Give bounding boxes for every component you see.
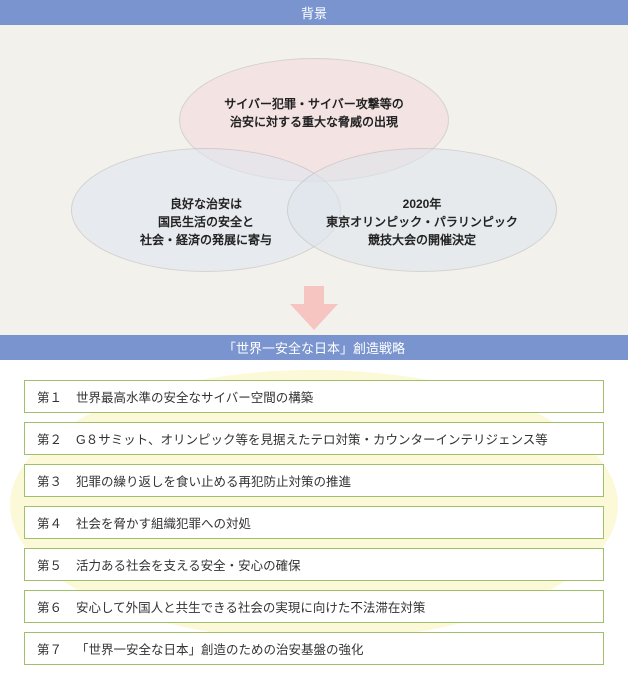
strategy-item-number: 第６ (37, 597, 62, 616)
venn-ellipse-label: 2020年 東京オリンピック・パラリンピック 競技大会の開催決定 (292, 195, 552, 249)
strategy-item-number: 第４ (37, 513, 62, 532)
strategy-item: 第７ 「世界一安全な日本」創造のための治安基盤の強化 (24, 632, 604, 665)
strategy-item-text: 安心して外国人と共生できる社会の実現に向けた不法滞在対策 (76, 597, 591, 616)
strategy-item: 第２ G８サミット、オリンピック等を見据えたテロ対策・カウンターインテリジェンス等 (24, 422, 604, 455)
strategy-item-text: G８サミット、オリンピック等を見据えたテロ対策・カウンターインテリジェンス等 (76, 429, 591, 448)
strategy-item: 第１ 世界最高水準の安全なサイバー空間の構築 (24, 380, 604, 413)
strategy-item: 第５ 活力ある社会を支える安全・安心の確保 (24, 548, 604, 581)
strategy-item-number: 第１ (37, 387, 62, 406)
strategy-item: 第３ 犯罪の繰り返しを食い止める再犯防止対策の推進 (24, 464, 604, 497)
strategy-item-number: 第７ (37, 639, 62, 658)
strategy-item-number: 第２ (37, 429, 62, 448)
strategy-item-text: 犯罪の繰り返しを食い止める再犯防止対策の推進 (76, 471, 591, 490)
strategy-header: 「世界一安全な日本」創造戦略 (0, 335, 628, 360)
strategy-item-number: 第５ (37, 555, 62, 574)
strategy-item: 第６ 安心して外国人と共生できる社会の実現に向けた不法滞在対策 (24, 590, 604, 623)
strategy-item-text: 「世界一安全な日本」創造のための治安基盤の強化 (76, 639, 591, 658)
strategy-item-text: 社会を脅かす組織犯罪への対処 (76, 513, 591, 532)
strategy-items: 第１ 世界最高水準の安全なサイバー空間の構築第２ G８サミット、オリンピック等を見据… (0, 360, 628, 684)
venn-diagram: サイバー犯罪・サイバー攻撃等の 治安に対する重大な脅威の出現良好な治安は 国民生… (0, 25, 628, 285)
venn-ellipse-label: サイバー犯罪・サイバー攻撃等の 治安に対する重大な脅威の出現 (184, 95, 444, 131)
down-arrow-icon (290, 286, 338, 330)
background-section: サイバー犯罪・サイバー攻撃等の 治安に対する重大な脅威の出現良好な治安は 国民生… (0, 25, 628, 335)
strategy-item: 第４ 社会を脅かす組織犯罪への対処 (24, 506, 604, 539)
strategy-item-text: 活力ある社会を支える安全・安心の確保 (76, 555, 591, 574)
strategy-section: 第１ 世界最高水準の安全なサイバー空間の構築第２ G８サミット、オリンピック等を見据… (0, 360, 628, 684)
background-header: 背景 (0, 0, 628, 25)
strategy-item-text: 世界最高水準の安全なサイバー空間の構築 (76, 387, 591, 406)
strategy-item-number: 第３ (37, 471, 62, 490)
